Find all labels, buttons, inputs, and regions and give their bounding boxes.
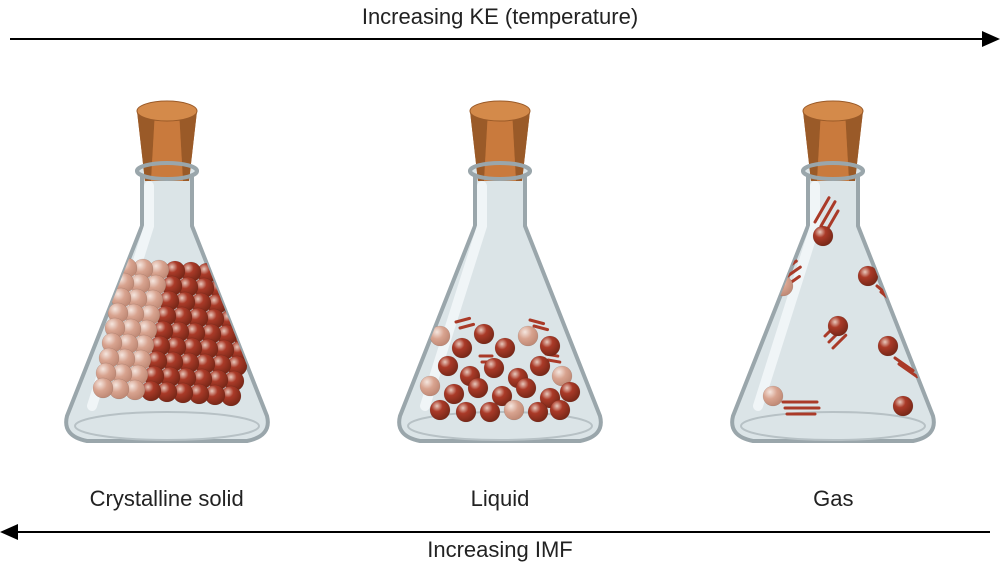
top-arrow-head <box>982 31 1000 47</box>
flask-gas-svg <box>703 76 963 476</box>
flasks-row: Crystalline solid Liquid Gas <box>0 52 1000 512</box>
top-arrow-line <box>10 38 990 40</box>
bottom-arrow-label: Increasing IMF <box>0 537 1000 563</box>
top-arrow-label: Increasing KE (temperature) <box>0 4 1000 30</box>
flask-liquid-svg <box>370 76 630 476</box>
bottom-arrow-line <box>10 531 990 533</box>
flask-solid: Crystalline solid <box>17 76 317 512</box>
flask-solid-label: Crystalline solid <box>90 486 244 512</box>
flask-liquid-label: Liquid <box>471 486 530 512</box>
flask-gas: Gas <box>683 76 983 512</box>
flask-solid-svg <box>37 76 297 476</box>
flask-gas-label: Gas <box>813 486 853 512</box>
flask-liquid: Liquid <box>350 76 650 512</box>
